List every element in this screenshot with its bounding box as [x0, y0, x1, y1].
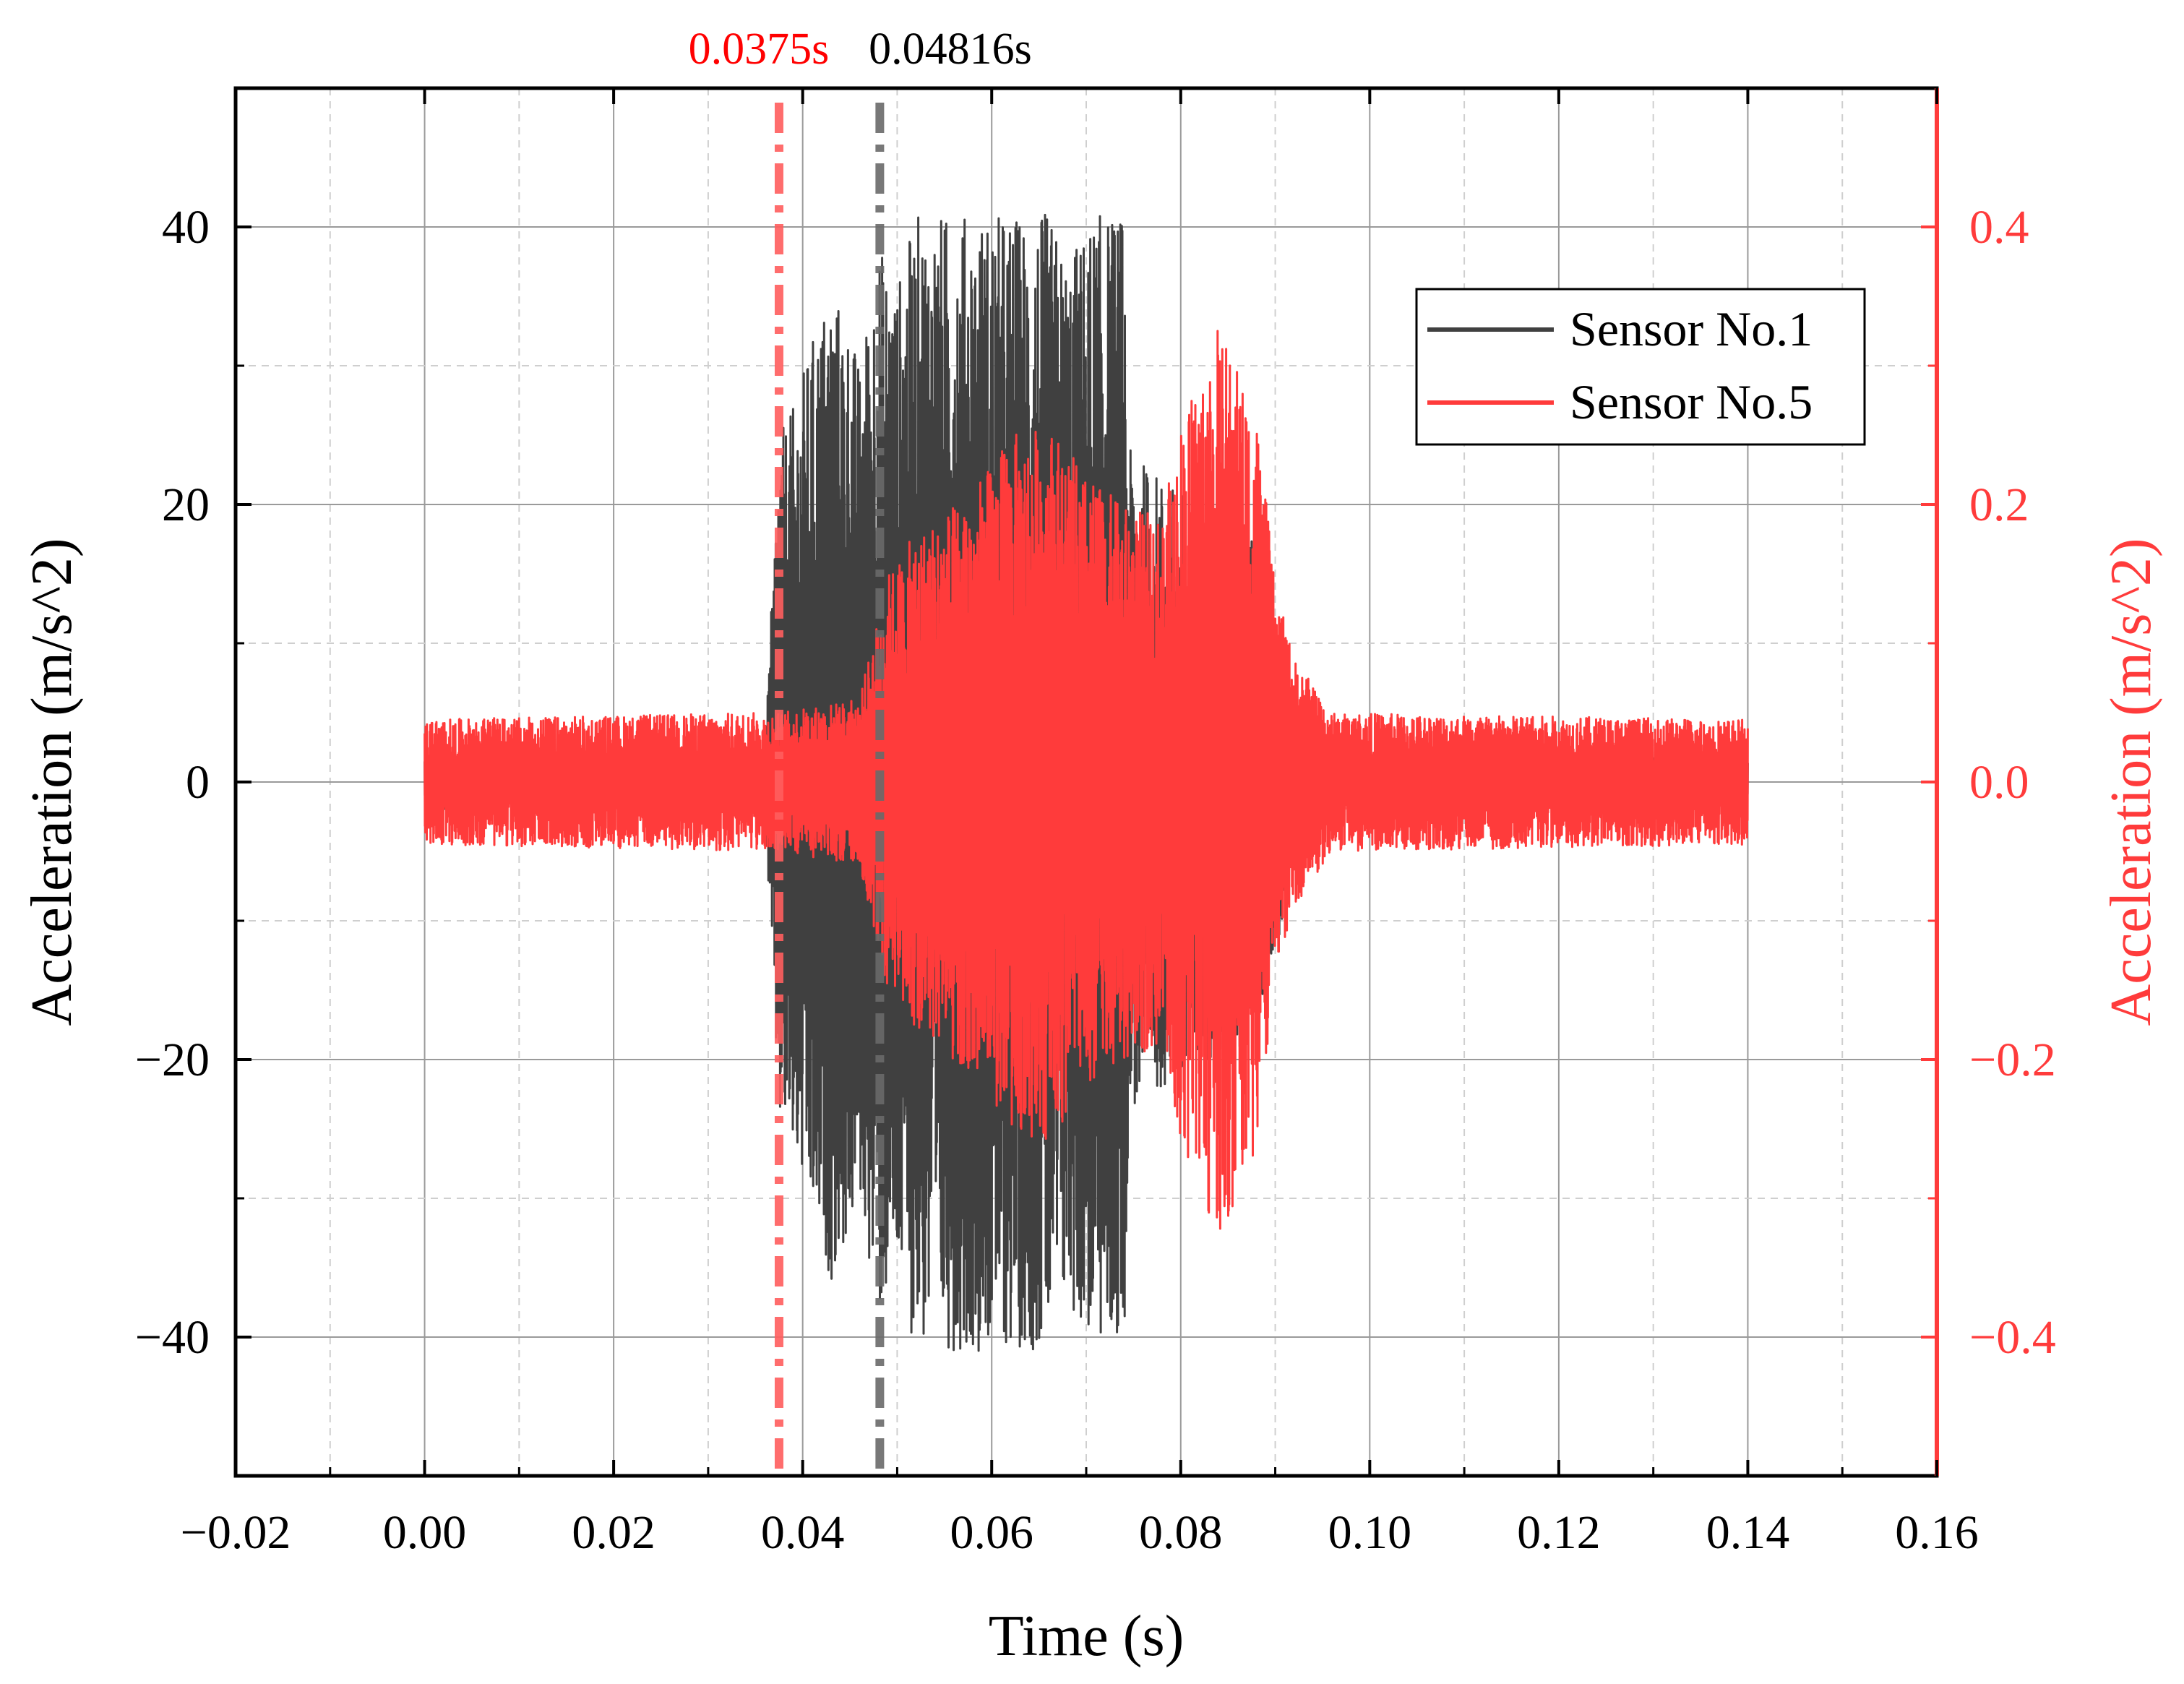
- legend-label-sensor5: Sensor No.5: [1570, 374, 1813, 429]
- legend: Sensor No.1 Sensor No.5: [1415, 288, 1866, 446]
- series-line-sensor-5: [424, 330, 1749, 1230]
- y-right-tick-label: −0.4: [1969, 1311, 2056, 1364]
- x-tick-label: 0.08: [1139, 1506, 1223, 1559]
- marker-label-2: 0.04816s: [869, 25, 1032, 74]
- y-axis-left-title: Acceleration (m/s^2): [20, 538, 84, 1026]
- y-left-tick-label: −20: [135, 1034, 210, 1086]
- x-tick-label: 0.14: [1706, 1506, 1790, 1559]
- x-tick-label: 0.12: [1517, 1506, 1601, 1559]
- x-tick-label: 0.04: [761, 1506, 845, 1559]
- y-axis-right-title: Acceleration (m/s^2): [2099, 538, 2163, 1026]
- x-axis-title: Time (s): [989, 1604, 1184, 1668]
- marker-layer: [774, 103, 885, 1476]
- y-left-tick-label: 20: [162, 478, 210, 531]
- x-tick-label: 0.16: [1895, 1506, 1979, 1559]
- tick-layer: −0.02 0.00 0.02 0.04 0.06 0.08 0.10 0.12 0.14 0.1…: [135, 88, 2056, 1559]
- x-tick-label: 0.02: [572, 1506, 655, 1559]
- legend-label-sensor1: Sensor No.1: [1570, 301, 1813, 356]
- y-right-tick-label: 0.0: [1969, 756, 2029, 809]
- y-left-tick-label: 0: [186, 756, 210, 809]
- series-layer: [424, 213, 1749, 1352]
- x-tick-label: −0.02: [181, 1506, 291, 1559]
- marker-label-1: 0.0375s: [689, 25, 830, 74]
- y-left-tick-label: −40: [135, 1311, 210, 1364]
- legend-box: [1415, 288, 1866, 446]
- x-tick-label: 0.06: [950, 1506, 1033, 1559]
- y-left-tick-label: 40: [162, 201, 210, 254]
- y-right-tick-label: 0.2: [1969, 478, 2029, 531]
- y-right-tick-label: 0.4: [1969, 201, 2029, 254]
- x-tick-label: 0.00: [383, 1506, 467, 1559]
- y-right-tick-label: −0.2: [1969, 1034, 2056, 1086]
- x-tick-label: 0.10: [1328, 1506, 1412, 1559]
